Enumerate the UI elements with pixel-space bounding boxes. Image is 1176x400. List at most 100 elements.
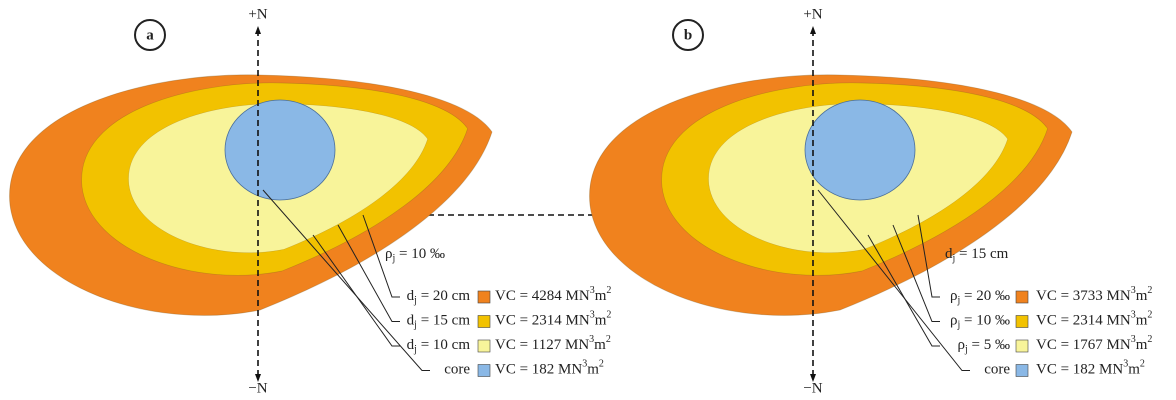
leader-line xyxy=(262,189,430,371)
symbol: ρ xyxy=(958,337,966,353)
leader-line xyxy=(312,234,400,347)
arrow xyxy=(810,26,816,34)
subscript: j xyxy=(964,344,968,355)
superscript: 2 xyxy=(599,359,604,370)
subscript: j xyxy=(413,320,417,331)
leader-line xyxy=(337,224,400,322)
leader-line xyxy=(892,224,940,322)
vc-value: VC = 182 MN xyxy=(1036,362,1123,378)
legend-swatch xyxy=(1015,290,1029,304)
vc-label: VC = 1767 MN3m2 xyxy=(1036,334,1152,353)
value: = 20 cm xyxy=(417,288,470,304)
vc-label: VC = 2314 MN3m2 xyxy=(495,310,611,329)
legend-swatch xyxy=(477,290,491,304)
legend-swatch xyxy=(477,364,491,377)
vc-value: VC = 1767 MN xyxy=(1036,337,1131,353)
core xyxy=(804,99,916,201)
vc-value: VC = 2314 MN xyxy=(495,313,590,329)
legend-swatch xyxy=(477,315,491,328)
unit: m xyxy=(595,313,607,329)
vc-value: VC = 3733 MN xyxy=(1036,288,1131,304)
axis-top: +N xyxy=(803,6,822,22)
arrow xyxy=(255,374,261,382)
value: = 10 cm xyxy=(417,337,470,353)
subscript: j xyxy=(957,320,961,331)
leader-line xyxy=(867,234,940,347)
superscript: 2 xyxy=(1147,310,1152,321)
symbol: d xyxy=(407,288,415,304)
vc-label: VC = 4284 MN3m2 xyxy=(495,285,611,304)
value: = 20 ‰ xyxy=(960,288,1010,304)
legend-name: ρj = 20 ‰ xyxy=(950,288,1010,306)
superscript: 2 xyxy=(1147,334,1152,345)
panel-badge xyxy=(134,19,166,51)
symbol: d xyxy=(407,313,415,329)
legend-name: core xyxy=(984,362,1010,378)
arrow xyxy=(255,26,261,34)
unit: m xyxy=(1128,362,1140,378)
legend-name: dj = 15 cm xyxy=(407,313,471,331)
superscript: 3 xyxy=(590,285,595,296)
subscript: j xyxy=(413,344,417,355)
symbol: ρ xyxy=(950,288,958,304)
unit: m xyxy=(1136,337,1148,353)
value: = 10 ‰ xyxy=(960,313,1010,329)
subscript: j xyxy=(952,253,956,264)
arrow xyxy=(810,374,816,382)
superscript: 2 xyxy=(1140,359,1145,370)
leader-line xyxy=(817,189,970,371)
parameter: dj = 15 cm xyxy=(945,246,1009,264)
symbol: d xyxy=(945,246,953,262)
vc-label: VC = 182 MN3m2 xyxy=(1036,359,1145,378)
vc-value: VC = 4284 MN xyxy=(495,288,590,304)
subscript: j xyxy=(413,295,417,306)
unit: m xyxy=(1136,288,1148,304)
leader-line xyxy=(362,214,400,298)
superscript: 3 xyxy=(1131,310,1136,321)
legend-name: core xyxy=(444,362,470,378)
core xyxy=(224,99,336,201)
subscript: j xyxy=(392,253,396,264)
symbol: ρ xyxy=(950,313,958,329)
value: = 10 ‰ xyxy=(395,246,445,262)
superscript: 3 xyxy=(590,310,595,321)
legend-name: dj = 20 cm xyxy=(407,288,471,306)
symbol: core xyxy=(444,362,470,378)
superscript: 3 xyxy=(1131,285,1136,296)
vc-label: VC = 2314 MN3m2 xyxy=(1036,310,1152,329)
legend-swatch xyxy=(1015,339,1029,353)
superscript: 2 xyxy=(606,310,611,321)
parameter: ρj = 10 ‰ xyxy=(385,246,445,264)
subscript: j xyxy=(957,295,961,306)
superscript: 2 xyxy=(606,285,611,296)
axis-bottom: −N xyxy=(803,380,822,396)
symbol: d xyxy=(407,337,415,353)
axis-bottom: −N xyxy=(248,380,267,396)
superscript: 3 xyxy=(1131,334,1136,345)
vc-label: VC = 182 MN3m2 xyxy=(495,359,604,378)
leader-line xyxy=(917,214,940,298)
legend-name: dj = 10 cm xyxy=(407,337,471,355)
superscript: 3 xyxy=(1123,359,1128,370)
unit: m xyxy=(587,362,599,378)
value: = 15 cm xyxy=(955,246,1008,262)
panel-badge xyxy=(672,19,704,51)
superscript: 2 xyxy=(1147,285,1152,296)
unit: m xyxy=(595,288,607,304)
symbol: core xyxy=(984,362,1010,378)
vc-value: VC = 2314 MN xyxy=(1036,313,1131,329)
value: = 15 cm xyxy=(417,313,470,329)
panel-label: a xyxy=(146,27,154,43)
superscript: 3 xyxy=(589,334,594,345)
legend-swatch xyxy=(1015,364,1029,377)
legend-swatch xyxy=(477,339,491,353)
panel-label: b xyxy=(684,27,692,43)
superscript: 2 xyxy=(606,334,611,345)
superscript: 3 xyxy=(582,359,587,370)
vc-value: VC = 1127 MN xyxy=(495,337,589,353)
legend-swatch xyxy=(1015,315,1029,328)
vc-label: VC = 3733 MN3m2 xyxy=(1036,285,1152,304)
